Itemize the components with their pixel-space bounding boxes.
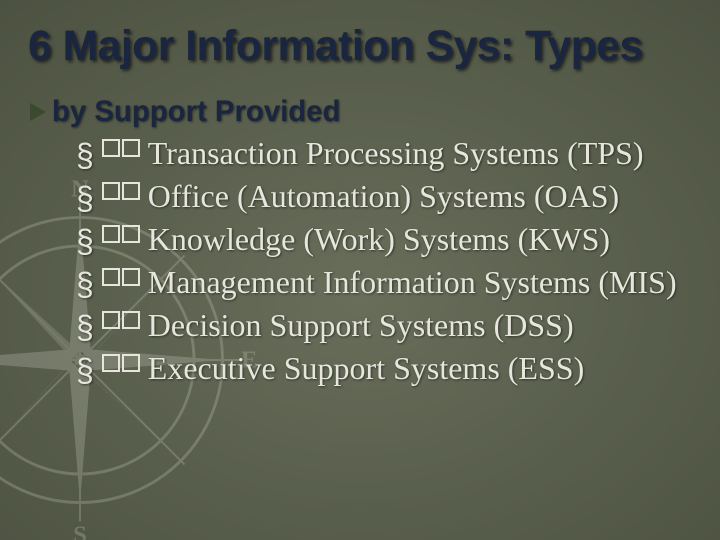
placeholder-box-icon bbox=[102, 139, 120, 157]
placeholder-box-icon bbox=[122, 182, 140, 200]
slide-subheader: by Support Provided bbox=[30, 95, 692, 129]
list-item-text: Decision Support Systems (DSS) bbox=[148, 305, 574, 346]
slide-content: 6 Major Information Sys: Types by Suppor… bbox=[0, 0, 720, 540]
placeholder-boxes bbox=[102, 139, 140, 157]
subheader-text: by Support Provided bbox=[52, 95, 340, 129]
placeholder-box-icon bbox=[122, 354, 140, 372]
placeholder-boxes bbox=[102, 311, 140, 329]
slide-title: 6 Major Information Sys: Types bbox=[28, 22, 692, 71]
bullet-list: § Transaction Processing Systems (TPS) § Of… bbox=[76, 133, 684, 391]
bullet-glyph: § bbox=[76, 135, 94, 176]
placeholder-box-icon bbox=[102, 182, 120, 200]
list-item-text: Executive Support Systems (ESS) bbox=[148, 348, 584, 389]
placeholder-box-icon bbox=[122, 311, 140, 329]
list-item: § Decision Support Systems (DSS) bbox=[76, 305, 684, 348]
bullet-glyph: § bbox=[76, 350, 94, 391]
list-item: § Office (Automation) Systems (OAS) bbox=[76, 176, 684, 219]
slide: N E S W NW 6 Major Information Sys: Type… bbox=[0, 0, 720, 540]
list-item-text: Management Information Systems (MIS) bbox=[148, 262, 677, 303]
list-item-text: Transaction Processing Systems (TPS) bbox=[148, 133, 644, 174]
bullet-glyph: § bbox=[76, 264, 94, 305]
bullet-glyph: § bbox=[76, 178, 94, 219]
list-item-text: Knowledge (Work) Systems (KWS) bbox=[148, 219, 610, 260]
placeholder-box-icon bbox=[102, 354, 120, 372]
arrow-right-icon bbox=[30, 103, 46, 121]
bullet-glyph: § bbox=[76, 307, 94, 348]
list-item: § Transaction Processing Systems (TPS) bbox=[76, 133, 684, 176]
placeholder-box-icon bbox=[102, 311, 120, 329]
placeholder-box-icon bbox=[102, 268, 120, 286]
list-item-text: Office (Automation) Systems (OAS) bbox=[148, 176, 619, 217]
list-item: § Executive Support Systems (ESS) bbox=[76, 348, 684, 391]
list-item: § Knowledge (Work) Systems (KWS) bbox=[76, 219, 684, 262]
placeholder-boxes bbox=[102, 268, 140, 286]
placeholder-box-icon bbox=[102, 225, 120, 243]
placeholder-boxes bbox=[102, 182, 140, 200]
bullet-glyph: § bbox=[76, 221, 94, 262]
placeholder-box-icon bbox=[122, 139, 140, 157]
list-item: § Management Information Systems (MIS) bbox=[76, 262, 684, 305]
placeholder-boxes bbox=[102, 354, 140, 372]
placeholder-boxes bbox=[102, 225, 140, 243]
placeholder-box-icon bbox=[122, 225, 140, 243]
placeholder-box-icon bbox=[122, 268, 140, 286]
